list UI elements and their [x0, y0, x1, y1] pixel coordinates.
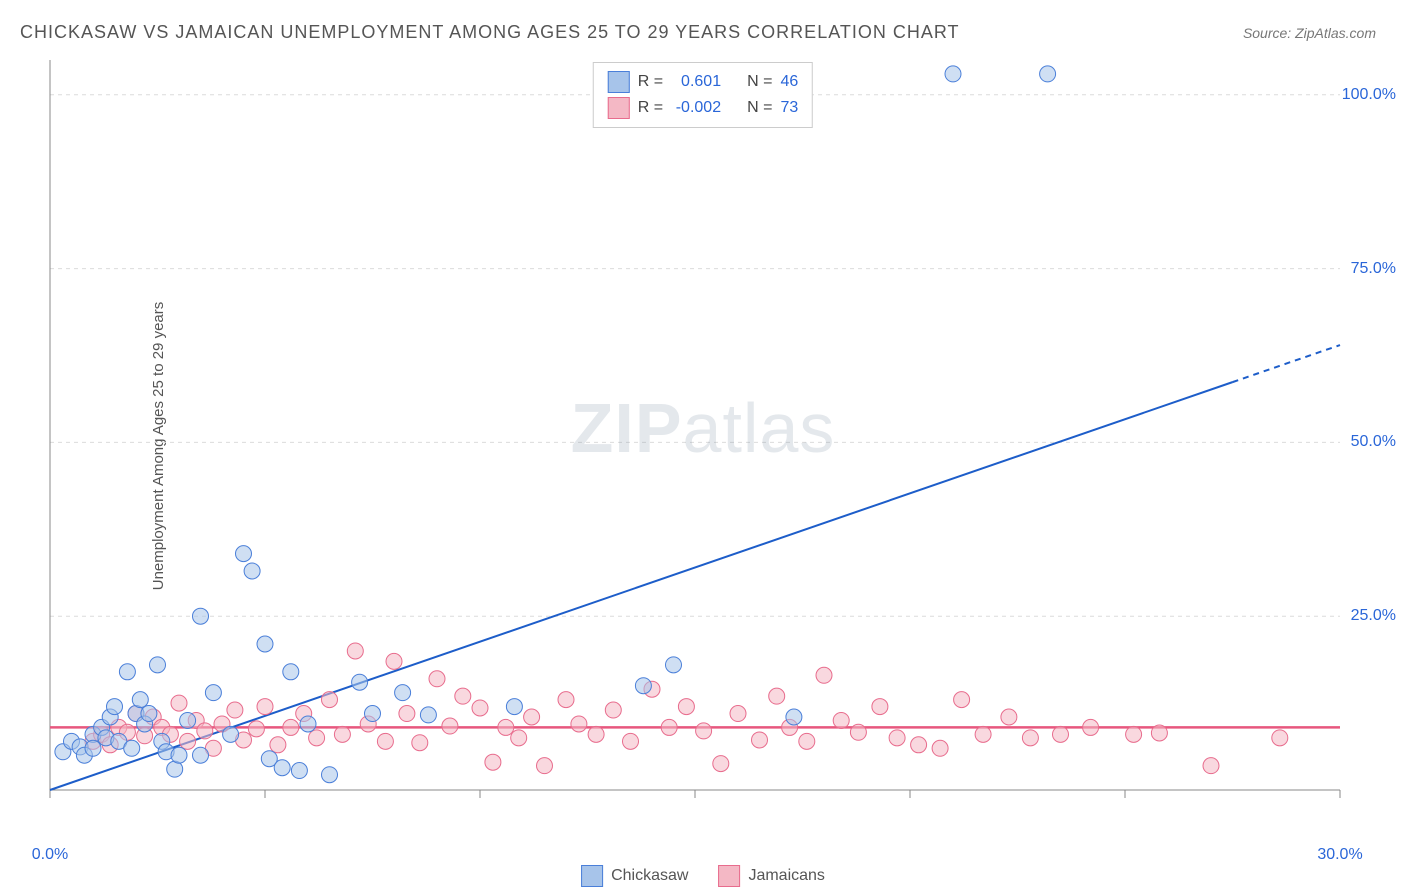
swatch-jamaicans-icon — [718, 865, 740, 887]
r-value-jamaicans: -0.002 — [671, 99, 721, 117]
swatch-chickasaw-icon — [581, 865, 603, 887]
legend-item-jamaicans: Jamaicans — [718, 865, 824, 887]
legend-item-chickasaw: Chickasaw — [581, 865, 688, 887]
n-value-jamaicans: 73 — [780, 99, 798, 117]
swatch-jamaicans-icon — [608, 97, 630, 119]
scatter-chart — [0, 0, 1406, 892]
x-tick-label: 30.0% — [1317, 846, 1362, 864]
r-label: R = — [638, 73, 663, 91]
legend-row-jamaicans: R = -0.002 N = 73 — [608, 95, 798, 121]
x-tick-label: 0.0% — [32, 846, 68, 864]
correlation-legend: R = 0.601 N = 46 R = -0.002 N = 73 — [593, 62, 813, 128]
y-tick-label: 50.0% — [1351, 433, 1396, 451]
legend-label-chickasaw: Chickasaw — [611, 867, 688, 885]
n-label: N = — [747, 99, 772, 117]
legend-row-chickasaw: R = 0.601 N = 46 — [608, 69, 798, 95]
y-tick-label: 25.0% — [1351, 607, 1396, 625]
series-legend: Chickasaw Jamaicans — [581, 865, 825, 887]
r-label: R = — [638, 99, 663, 117]
y-tick-label: 100.0% — [1342, 86, 1396, 104]
legend-label-jamaicans: Jamaicans — [748, 867, 824, 885]
r-value-chickasaw: 0.601 — [671, 73, 721, 91]
n-label: N = — [747, 73, 772, 91]
n-value-chickasaw: 46 — [780, 73, 798, 91]
y-tick-label: 75.0% — [1351, 260, 1396, 278]
swatch-chickasaw-icon — [608, 71, 630, 93]
